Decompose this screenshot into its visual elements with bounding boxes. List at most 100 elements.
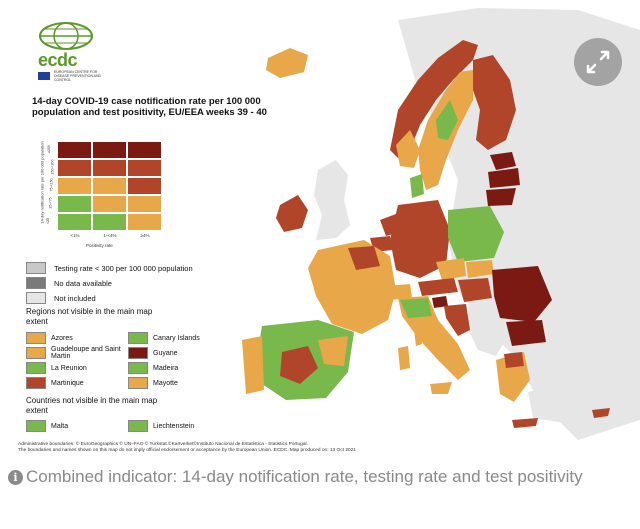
region-germany bbox=[390, 200, 450, 278]
legend-swatch bbox=[26, 292, 46, 304]
legend-item: Not included bbox=[26, 292, 96, 304]
expand-icon bbox=[586, 50, 610, 74]
legend-swatch bbox=[26, 262, 46, 274]
legend-label: Liechtenstein bbox=[153, 422, 195, 430]
logo-text: ecdc bbox=[38, 50, 78, 70]
region-slovenia bbox=[432, 296, 448, 308]
matrix-cell bbox=[58, 142, 91, 158]
expand-button[interactable] bbox=[574, 38, 622, 86]
region-legend-item: Azores bbox=[26, 332, 121, 344]
globe-icon bbox=[39, 22, 93, 50]
legend-swatch bbox=[128, 332, 148, 344]
region-sicily bbox=[430, 382, 452, 394]
info-icon: i bbox=[8, 470, 23, 485]
turkey-landmass bbox=[528, 380, 640, 425]
region-legend-item: Guadeloupe and Saint Martin bbox=[26, 346, 121, 360]
region-bulgaria bbox=[506, 320, 546, 346]
region-estonia bbox=[490, 152, 516, 170]
footer-line-1: Administrative boundaries: © EuroGeograp… bbox=[18, 442, 308, 447]
region-legend-item: Mayotte bbox=[128, 377, 223, 389]
legend-swatch bbox=[26, 377, 46, 389]
region-switzerland bbox=[386, 284, 412, 300]
region-legend-item: Guyane bbox=[128, 347, 223, 359]
region-czechia bbox=[436, 258, 466, 280]
region-norway bbox=[390, 40, 478, 158]
matrix-y-tick: ≥200 bbox=[46, 145, 51, 153]
legend-label: Canary Islands bbox=[153, 334, 200, 342]
matrix-y-tick: 25-<75 bbox=[48, 197, 53, 209]
matrix-x-title: Positivity rate bbox=[86, 243, 113, 248]
region-romania bbox=[492, 266, 552, 322]
region-portugal bbox=[242, 336, 264, 394]
matrix-cell bbox=[93, 196, 126, 212]
legend-swatch bbox=[128, 362, 148, 374]
matrix-y-title: 14-day notification rate per 100 000 pop… bbox=[39, 141, 45, 224]
region-finland bbox=[473, 55, 516, 150]
matrix-x-tick: 1-<4% bbox=[103, 233, 117, 238]
europe-map bbox=[242, 8, 640, 440]
countries-title: Countries not visible in the main map ex… bbox=[26, 396, 158, 415]
matrix-y-tick: <25 bbox=[45, 218, 50, 224]
region-france-north bbox=[348, 246, 380, 270]
matrix-cell bbox=[128, 142, 161, 158]
caption-text: Combined indicator: 14-day notification … bbox=[26, 467, 583, 486]
legend-swatch bbox=[26, 347, 46, 359]
legend-label: Testing rate < 300 per 100 000 populatio… bbox=[54, 263, 193, 273]
region-hungary bbox=[458, 278, 492, 302]
region-legend-item: La Reunion bbox=[26, 362, 121, 374]
legend-label: Not included bbox=[54, 293, 96, 303]
legend-swatch bbox=[128, 377, 148, 389]
matrix-cell bbox=[93, 214, 126, 230]
region-croatia bbox=[444, 304, 470, 336]
legend-label: Azores bbox=[51, 334, 73, 342]
region-sweden-mid bbox=[436, 100, 458, 140]
legend-swatch bbox=[26, 362, 46, 374]
region-italy-north bbox=[400, 298, 432, 318]
legend-label: Mayotte bbox=[153, 379, 178, 387]
region-latvia bbox=[488, 168, 520, 188]
legend-label: Guadeloupe and Saint Martin bbox=[51, 346, 121, 360]
region-denmark bbox=[410, 174, 424, 198]
region-ireland bbox=[276, 195, 308, 232]
region-greece-north bbox=[504, 352, 524, 368]
region-crete bbox=[512, 418, 538, 428]
figure-caption: i Combined indicator: 14-day notification… bbox=[8, 466, 628, 488]
matrix-cell bbox=[58, 196, 91, 212]
region-lithuania bbox=[486, 188, 516, 206]
map-title: 14-day COVID-19 case notification rate p… bbox=[32, 96, 267, 118]
legend-label: No data available bbox=[54, 278, 112, 288]
legend-swatch bbox=[128, 420, 148, 432]
legend-label: Martinique bbox=[51, 379, 84, 387]
legend-label: La Reunion bbox=[51, 364, 87, 372]
legend-label: Malta bbox=[51, 422, 69, 430]
region-sardinia bbox=[398, 346, 410, 370]
region-legend-item: Liechtenstein bbox=[128, 420, 223, 432]
uk-landmass bbox=[314, 160, 350, 240]
region-austria bbox=[418, 278, 458, 296]
matrix-cell bbox=[58, 214, 91, 230]
legend-swatch bbox=[26, 277, 46, 289]
region-spain-center bbox=[280, 346, 318, 384]
region-legend-item: Madeira bbox=[128, 362, 223, 374]
region-poland bbox=[448, 206, 504, 262]
matrix-cell bbox=[93, 160, 126, 176]
matrix-cell bbox=[128, 160, 161, 176]
legend-item: Testing rate < 300 per 100 000 populatio… bbox=[26, 262, 193, 274]
legend-swatch bbox=[128, 347, 148, 359]
matrix-cell bbox=[128, 196, 161, 212]
region-iceland bbox=[266, 48, 308, 78]
matrix-cell bbox=[128, 214, 161, 230]
regions-title: Regions not visible in the main map exte… bbox=[26, 307, 153, 326]
legend-matrix: 14-day notification rate per 100 000 pop… bbox=[32, 140, 172, 255]
footer-line-2: The boundaries and names shown on this m… bbox=[18, 448, 357, 453]
matrix-y-tick: 75-<150 bbox=[49, 178, 54, 192]
ecdc-logo: ecdc EUROPEAN CENTRE FOR DISEASE PREVENT… bbox=[32, 18, 112, 82]
matrix-cell bbox=[93, 178, 126, 194]
logo-subtitle: EUROPEAN CENTRE FOR DISEASE PREVENTION A… bbox=[54, 70, 102, 82]
matrix-cell bbox=[58, 178, 91, 194]
map-footer: Administrative boundaries: © EuroGeograp… bbox=[18, 442, 578, 454]
region-legend-item: Canary Islands bbox=[128, 332, 223, 344]
map-figure: ecdc EUROPEAN CENTRE FOR DISEASE PREVENT… bbox=[18, 0, 640, 458]
matrix-x-tick: ≥4% bbox=[140, 233, 150, 238]
legend-label: Guyane bbox=[153, 349, 178, 357]
